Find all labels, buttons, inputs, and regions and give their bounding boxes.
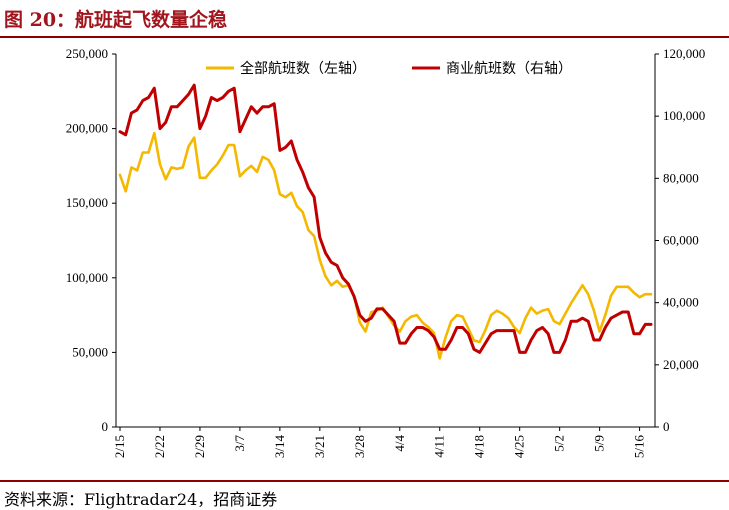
right-axis-tick-label: 100,000: [663, 108, 705, 123]
x-axis-tick-label: 2/29: [192, 435, 207, 458]
left-axis-tick-label: 0: [102, 419, 109, 434]
legend-label: 商业航班数（右轴）: [446, 61, 572, 77]
x-axis-tick-label: 3/7: [232, 435, 247, 452]
figure-title: 图 20：航班起飞数量企稳: [4, 9, 228, 31]
source-note: 资料来源：Flightradar24，招商证券: [4, 490, 278, 509]
chart-axes: 0 50,000 100,000 150,000 200,000 250,000 0 20,0…: [66, 46, 706, 458]
chart: 0 50,000 100,000 150,000 200,000 250,000 0 20,0…: [66, 46, 706, 458]
x-axis-tick-label: 4/18: [472, 435, 487, 458]
x-axis-tick-label: 3/21: [312, 435, 327, 458]
x-axis-tick-label: 5/9: [592, 435, 607, 452]
left-axis-tick-label: 200,000: [66, 121, 108, 136]
x-axis-tick-label: 2/15: [112, 435, 127, 458]
x-axis-tick-label: 5/16: [632, 435, 647, 459]
x-axis-tick-label: 3/14: [272, 435, 287, 459]
right-axis-tick-label: 40,000: [663, 295, 699, 310]
right-axis-tick-label: 20,000: [663, 357, 699, 372]
series-line-commercial-flights: [118, 83, 653, 354]
x-axis-tick-label: 5/2: [552, 435, 567, 452]
left-axis-tick-label: 50,000: [72, 344, 108, 359]
source-bar: 资料来源：Flightradar24，招商证券: [0, 480, 729, 509]
legend-label: 全部航班数（左轴）: [240, 60, 366, 77]
title-bar: 图 20：航班起飞数量企稳: [0, 0, 729, 38]
left-axis-tick-label: 150,000: [66, 195, 108, 210]
x-axis-tick-label: 2/22: [152, 435, 167, 458]
right-axis-tick-label: 60,000: [663, 233, 699, 248]
x-axis-tick-label: 4/11: [432, 435, 447, 458]
x-axis-tick-label: 4/25: [512, 435, 527, 458]
left-axis-tick-label: 100,000: [66, 270, 108, 285]
x-axis-tick-label: 4/4: [392, 435, 407, 452]
chart-legend: 全部航班数（左轴） 商业航班数（右轴）: [206, 60, 572, 77]
right-axis-tick-label: 80,000: [663, 170, 699, 185]
x-axis-tick-label: 3/28: [352, 435, 367, 458]
chart-series: [118, 83, 653, 360]
right-axis-tick-label: 0: [663, 419, 670, 434]
right-axis-tick-label: 120,000: [663, 46, 705, 61]
left-axis-tick-label: 250,000: [66, 46, 108, 61]
